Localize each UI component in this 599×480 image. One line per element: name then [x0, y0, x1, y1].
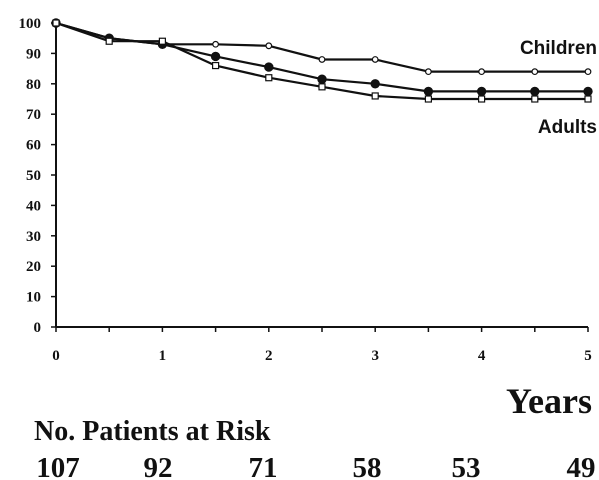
data-point-square [212, 61, 220, 70]
risk-value: 107 [36, 452, 80, 480]
data-point-square [105, 37, 113, 45]
data-point-square [52, 19, 60, 27]
x-tick-label: 0 [52, 348, 60, 364]
data-point-filled-circle [530, 86, 540, 97]
risk-value: 92 [144, 452, 173, 480]
data-point-square [584, 95, 592, 103]
y-tick-label: 60 [26, 138, 41, 154]
series-label-adults: Adults [538, 117, 597, 138]
data-point-open-circle [584, 68, 592, 76]
x-axis-label: Years [506, 381, 592, 421]
risk-value: 49 [567, 452, 596, 480]
data-point-square [371, 92, 379, 100]
data-point-open-circle [371, 56, 379, 63]
data-point-square [265, 74, 273, 82]
data-point-square [478, 95, 486, 103]
data-point-filled-circle [583, 86, 593, 97]
x-tick-label: 5 [584, 348, 592, 364]
x-tick-label: 1 [159, 348, 167, 364]
risk-table-title: No. Patients at Risk [34, 416, 271, 447]
y-tick-label: 50 [26, 168, 41, 184]
y-tick-label: 80 [26, 77, 41, 93]
x-tick-label: 3 [371, 348, 379, 364]
y-tick-label: 30 [26, 229, 41, 245]
data-point-open-circle [425, 68, 432, 76]
risk-value: 71 [249, 452, 278, 480]
data-point-square [531, 95, 539, 103]
data-point-square [158, 37, 166, 45]
data-point-filled-circle [423, 86, 434, 97]
series-labels: Children Adults [520, 38, 597, 138]
x-axis-ticks: 0 1 2 3 4 5 [52, 327, 592, 364]
y-tick-label: 10 [26, 290, 41, 306]
data-point-open-circle [478, 68, 486, 76]
data-point-filled-circle [476, 86, 487, 97]
data-point-square [318, 83, 326, 91]
data-point-open-circle [531, 68, 539, 76]
data-point-filled-circle [317, 74, 327, 84]
data-point-open-circle [265, 42, 273, 50]
series-line-children [55, 21, 588, 73]
series-markers [51, 18, 593, 103]
x-tick-label: 2 [265, 348, 273, 364]
y-tick-label: 100 [19, 16, 42, 32]
y-tick-label: 20 [26, 259, 41, 275]
data-point-filled-circle [370, 79, 380, 89]
y-axis-ticks: 0 10 20 30 40 50 60 70 80 90 100 [19, 16, 56, 336]
data-point-filled-circle [210, 51, 221, 62]
chart-axes [55, 21, 588, 328]
series-label-children: Children [520, 38, 597, 59]
y-tick-label: 90 [26, 46, 41, 62]
data-point-open-circle [212, 40, 220, 48]
y-tick-label: 70 [26, 107, 41, 123]
risk-value: 53 [452, 452, 481, 480]
risk-table-values: 107 92 71 58 53 49 [36, 452, 595, 480]
data-point-filled-circle [264, 62, 274, 72]
data-point-square [424, 95, 432, 103]
y-tick-label: 40 [26, 198, 41, 214]
y-tick-label: 0 [34, 320, 42, 336]
data-point-open-circle [318, 56, 326, 63]
risk-value: 58 [353, 452, 382, 480]
x-tick-label: 4 [478, 348, 486, 364]
